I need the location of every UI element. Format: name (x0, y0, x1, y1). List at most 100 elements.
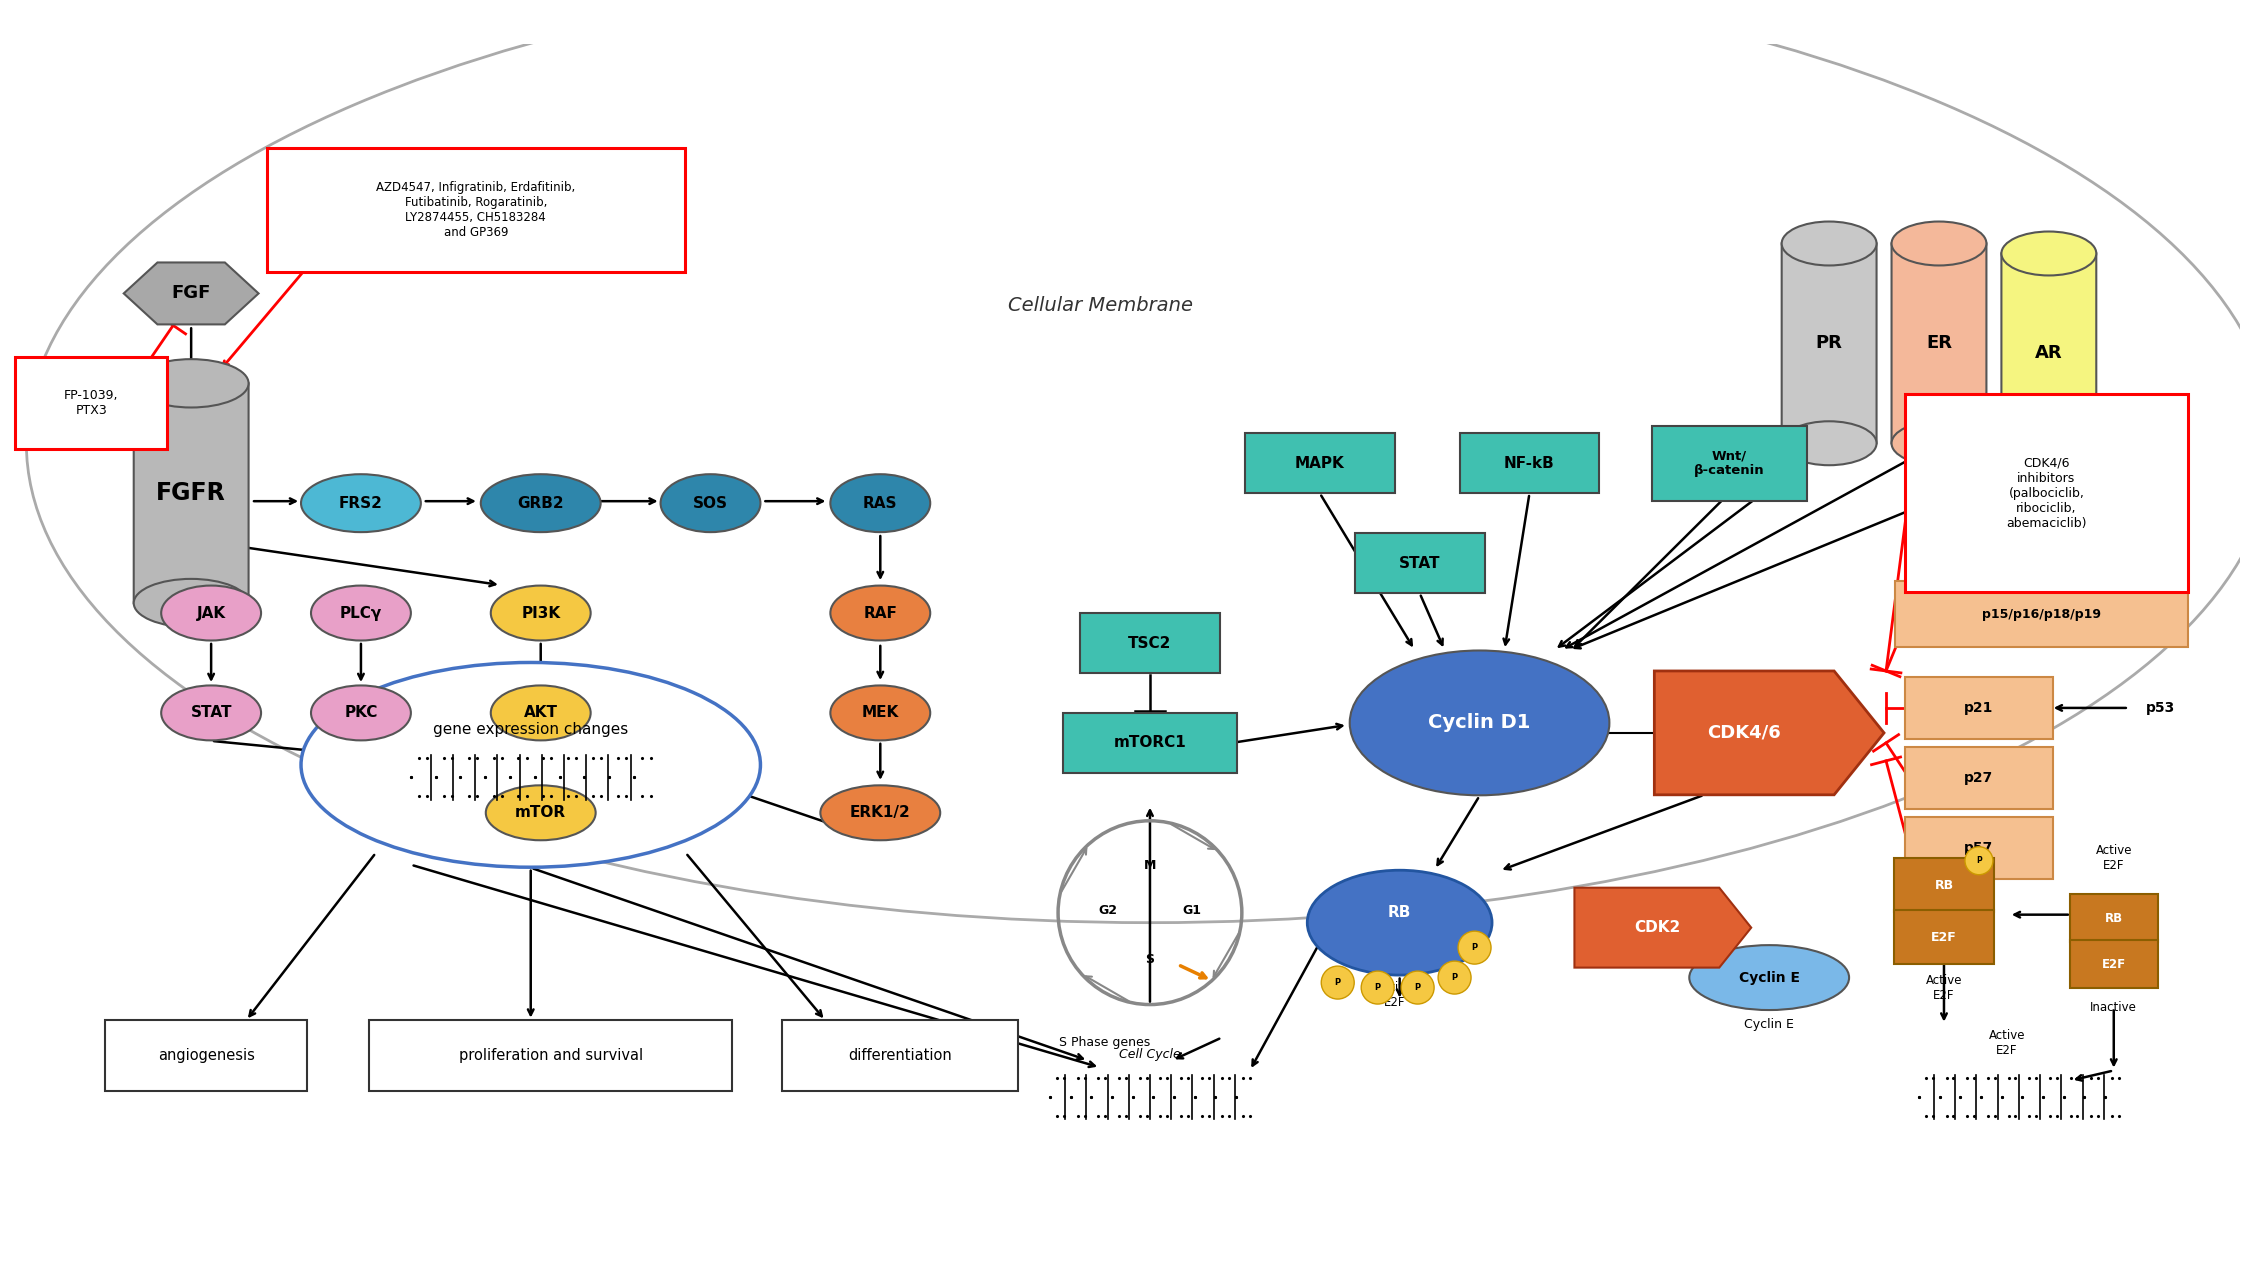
Text: Cyclin D1: Cyclin D1 (1428, 714, 1531, 733)
Text: RAF: RAF (863, 606, 896, 621)
FancyBboxPatch shape (370, 1020, 733, 1092)
FancyBboxPatch shape (267, 148, 684, 273)
Circle shape (1401, 971, 1434, 1004)
FancyBboxPatch shape (1891, 243, 1986, 444)
Text: PKC: PKC (345, 706, 379, 720)
Text: FRS2: FRS2 (338, 495, 383, 511)
Text: Wnt/
β-catenin: Wnt/ β-catenin (1694, 449, 1764, 477)
FancyBboxPatch shape (1244, 433, 1394, 494)
Text: p21: p21 (1965, 701, 1994, 715)
Text: NF-kB: NF-kB (1504, 455, 1555, 471)
Text: CDK4/6
inhibitors
(palbociclib,
ribociclib,
abemaciclib): CDK4/6 inhibitors (palbociclib, ribocicl… (2006, 457, 2086, 530)
Ellipse shape (831, 475, 930, 532)
Ellipse shape (1349, 651, 1609, 795)
Ellipse shape (134, 359, 249, 408)
FancyBboxPatch shape (1356, 534, 1484, 593)
Ellipse shape (1690, 945, 1849, 1010)
Text: PI3K: PI3K (522, 606, 560, 621)
Text: RB: RB (1387, 905, 1412, 921)
Ellipse shape (161, 585, 260, 640)
Ellipse shape (831, 685, 930, 741)
Text: P: P (1472, 943, 1477, 952)
Text: Cell Cycle: Cell Cycle (1118, 1048, 1181, 1061)
Text: Active
E2F: Active E2F (1925, 974, 1963, 1002)
Text: P: P (1374, 983, 1380, 992)
Text: FGF: FGF (173, 284, 211, 302)
Polygon shape (1575, 887, 1750, 967)
Ellipse shape (311, 685, 410, 741)
FancyBboxPatch shape (2071, 894, 2158, 941)
Text: RB: RB (2104, 912, 2122, 925)
Ellipse shape (491, 685, 592, 741)
Circle shape (1439, 961, 1470, 994)
FancyBboxPatch shape (2071, 940, 2158, 988)
Text: mTOR: mTOR (515, 805, 567, 820)
Text: GRB2: GRB2 (518, 495, 565, 511)
FancyBboxPatch shape (1062, 712, 1237, 773)
Polygon shape (123, 262, 258, 324)
Circle shape (1459, 931, 1490, 964)
Ellipse shape (482, 475, 601, 532)
Text: AKT: AKT (524, 706, 558, 720)
FancyBboxPatch shape (1905, 817, 2053, 878)
Ellipse shape (661, 475, 760, 532)
Ellipse shape (300, 662, 760, 867)
Text: STAT: STAT (190, 706, 231, 720)
Text: ER: ER (1925, 334, 1952, 352)
Text: AZD4547, Infigratinib, Erdafitinib,
Futibatinib, Rogaratinib,
LY2874455, CH51832: AZD4547, Infigratinib, Erdafitinib, Futi… (376, 181, 576, 239)
Text: MAPK: MAPK (1295, 455, 1345, 471)
Text: ERK1/2: ERK1/2 (849, 805, 910, 820)
Ellipse shape (1891, 221, 1986, 265)
Text: G1: G1 (1183, 904, 1201, 917)
Ellipse shape (2001, 431, 2095, 476)
Text: S: S (1145, 953, 1154, 966)
FancyBboxPatch shape (1459, 433, 1600, 494)
Ellipse shape (1307, 871, 1493, 975)
Text: RAS: RAS (863, 495, 899, 511)
Text: G2: G2 (1098, 904, 1118, 917)
Polygon shape (1654, 671, 1885, 795)
Text: Cellular Membrane: Cellular Membrane (1008, 296, 1192, 315)
Text: p27: p27 (1965, 770, 1994, 784)
Ellipse shape (831, 585, 930, 640)
Ellipse shape (134, 579, 249, 628)
Text: CDK2: CDK2 (1634, 921, 1681, 935)
Text: S Phase genes: S Phase genes (1060, 1037, 1150, 1049)
Circle shape (1965, 846, 1992, 874)
Ellipse shape (486, 786, 596, 840)
Text: Inactive: Inactive (2091, 1001, 2138, 1015)
Ellipse shape (1891, 422, 1986, 466)
Text: E2F: E2F (2102, 958, 2127, 971)
Text: M: M (1143, 859, 1156, 872)
FancyBboxPatch shape (1905, 676, 2053, 739)
Text: p15/p16/p18/p19: p15/p16/p18/p19 (1981, 607, 2100, 621)
Text: angiogenesis: angiogenesis (157, 1048, 255, 1064)
Text: FP-1039,
PTX3: FP-1039, PTX3 (65, 390, 119, 417)
Text: p57: p57 (1965, 841, 1994, 855)
FancyBboxPatch shape (1905, 747, 2053, 809)
Ellipse shape (2001, 231, 2095, 275)
FancyBboxPatch shape (1896, 581, 2187, 647)
FancyBboxPatch shape (1652, 426, 1806, 500)
Text: AR: AR (2035, 345, 2062, 363)
FancyBboxPatch shape (1782, 243, 1876, 444)
FancyBboxPatch shape (1894, 909, 1994, 963)
Text: differentiation: differentiation (849, 1048, 952, 1064)
FancyBboxPatch shape (1894, 858, 1994, 912)
Text: Active
E2F: Active E2F (1988, 1029, 2026, 1057)
Text: Cyclin E: Cyclin E (1743, 1019, 1795, 1031)
Text: TSC2: TSC2 (1127, 635, 1172, 651)
FancyBboxPatch shape (134, 383, 249, 603)
Ellipse shape (1782, 422, 1876, 466)
Text: P: P (1414, 983, 1421, 992)
Ellipse shape (161, 685, 260, 741)
Text: P: P (1452, 974, 1457, 983)
Text: Active
E2F: Active E2F (2095, 844, 2131, 872)
FancyBboxPatch shape (1080, 613, 1219, 673)
Text: P: P (1336, 979, 1340, 988)
Text: FGFR: FGFR (157, 481, 226, 505)
Text: E2F: E2F (1932, 931, 1956, 944)
Text: gene expression changes: gene expression changes (433, 723, 627, 737)
Text: P: P (1977, 856, 1981, 865)
Text: Active
E2F: Active E2F (1376, 980, 1412, 1008)
